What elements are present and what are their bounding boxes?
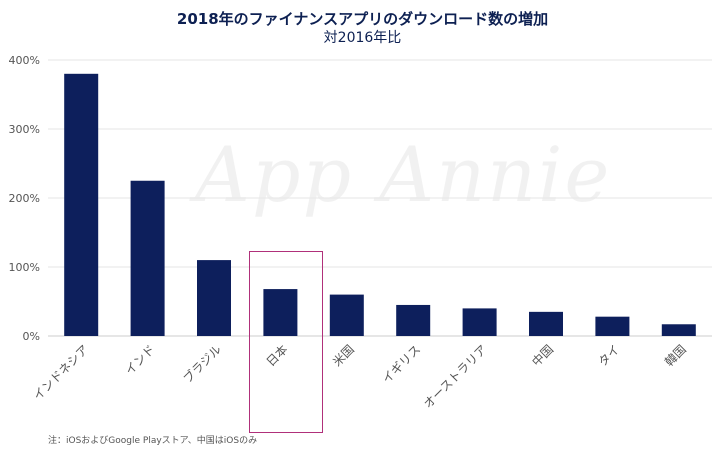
x-tick-label: イギリス xyxy=(379,342,423,386)
y-tick-label: 300% xyxy=(9,123,40,136)
x-tick-label: オーストラリア xyxy=(421,342,490,411)
bar xyxy=(396,304,431,336)
y-tick-label: 100% xyxy=(9,261,40,274)
x-tick-label: 韓国 xyxy=(662,342,689,369)
highlight-box xyxy=(249,251,323,433)
y-tick-label: 200% xyxy=(9,192,40,205)
x-tick-label: 米国 xyxy=(330,342,357,369)
footnote: 注：iOSおよびGoogle Playストア、中国はiOSのみ xyxy=(48,436,258,446)
bar xyxy=(64,73,99,337)
bar xyxy=(462,308,497,336)
chart-title: 2018年のファイナンスアプリのダウンロード数の増加 xyxy=(176,10,549,28)
bar xyxy=(595,316,630,336)
x-tick-label: ブラジル xyxy=(180,342,224,386)
watermark-logo: App Annie xyxy=(195,130,612,219)
bar xyxy=(197,260,231,336)
x-tick-label: インド xyxy=(122,342,157,377)
bar xyxy=(661,324,696,336)
y-tick-label: 400% xyxy=(9,54,40,67)
bar xyxy=(263,289,298,336)
y-tick-label: 0% xyxy=(23,330,40,343)
bar xyxy=(329,294,364,336)
x-tick-label: インドネシア xyxy=(30,342,91,403)
chart-subtitle: 対2016年比 xyxy=(323,30,402,46)
x-tick-label: タイ xyxy=(596,342,623,369)
bar xyxy=(529,311,563,336)
x-tick-label: 中国 xyxy=(529,342,557,370)
bar xyxy=(130,180,165,336)
